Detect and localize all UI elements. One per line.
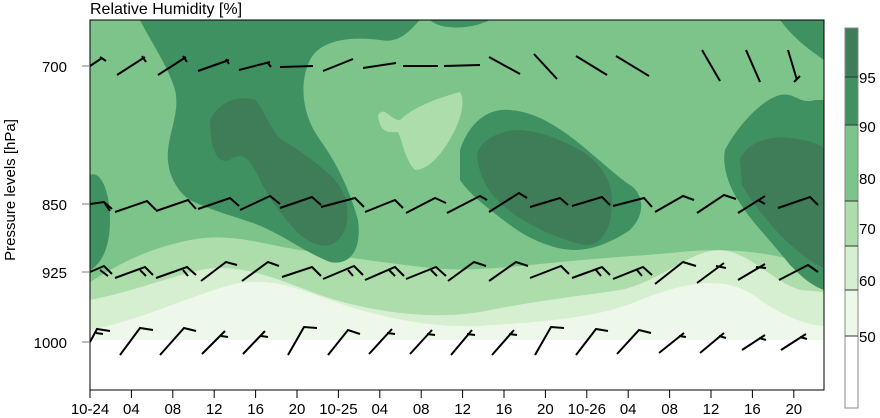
y-tick-850: 850	[42, 197, 67, 214]
colorbar-label-80: 80	[859, 171, 876, 188]
y-tick-700: 700	[42, 59, 67, 76]
y-tick-1000: 1000	[34, 335, 67, 352]
barbs-925	[90, 260, 819, 285]
barbs-1000	[90, 325, 808, 356]
x-axis: 10-24 04 08 12 16 20 10-25 04 08 12 16 2…	[71, 390, 802, 418]
y-tick-925: 925	[42, 265, 67, 282]
x-tick-label: 08	[413, 401, 430, 418]
colorbar-label-70: 70	[859, 221, 876, 238]
x-tick-label: 12	[454, 401, 471, 418]
x-tick-label: 20	[785, 401, 802, 418]
x-tick-label: 10-24	[71, 401, 109, 418]
y-axis: 700 850 925 1000 Pressure levels [hPa]	[2, 59, 90, 352]
chart-title: Relative Humidity [%]	[90, 1, 242, 18]
wind-barbs	[90, 49, 819, 356]
x-tick-label: 04	[123, 401, 140, 418]
plot-frame	[89, 19, 825, 391]
colorbar-label-50: 50	[859, 329, 876, 346]
x-tick-label: 04	[620, 401, 637, 418]
x-tick-label: 16	[247, 401, 264, 418]
barbs-700	[90, 49, 801, 83]
colorbar-label-90: 90	[859, 119, 876, 136]
x-tick-label: 12	[703, 401, 720, 418]
contour-fill	[90, 20, 824, 390]
colorbar: 50 60 70 80 90 95	[844, 27, 876, 409]
x-tick-label: 04	[371, 401, 388, 418]
x-tick-label: 10-26	[568, 401, 606, 418]
x-tick-label: 20	[289, 401, 306, 418]
colorbar-label-60: 60	[859, 273, 876, 290]
x-tick-label: 16	[496, 401, 513, 418]
y-axis-label: Pressure levels [hPa]	[2, 119, 19, 261]
x-tick-label: 12	[206, 401, 223, 418]
x-tick-label: 16	[744, 401, 761, 418]
x-tick-label: 10-25	[319, 401, 357, 418]
barbs-850	[90, 191, 819, 214]
x-tick-label: 20	[537, 401, 554, 418]
colorbar-label-95: 95	[859, 70, 876, 87]
x-tick-label: 08	[661, 401, 678, 418]
x-tick-label: 08	[164, 401, 181, 418]
